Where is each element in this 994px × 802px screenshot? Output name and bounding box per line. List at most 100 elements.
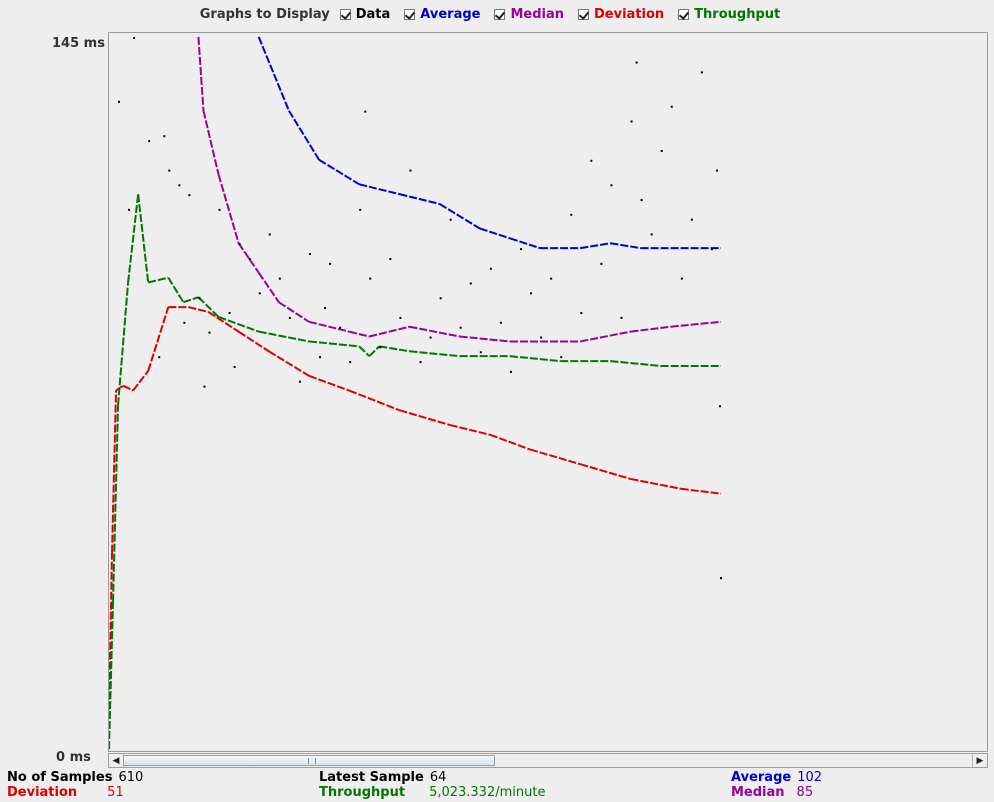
checkbox-data[interactable]: Data [339, 6, 391, 22]
deviation-segment-18 [580, 463, 631, 480]
median-segment-11 [459, 335, 511, 343]
data-point-23 [308, 253, 311, 256]
data-point-9 [188, 194, 191, 197]
stat-throughput: Throughput 5,023.332/minute [319, 785, 545, 800]
stat-samples-value: 610 [118, 770, 144, 785]
data-point-1 [128, 208, 131, 211]
checkbox-throughput[interactable]: Throughput [678, 7, 780, 22]
checkbox-median-box[interactable] [494, 8, 506, 20]
throughput-segment-8 [183, 296, 199, 304]
data-point-60 [650, 233, 653, 236]
stat-median-label: Median [731, 785, 785, 800]
data-point-29 [359, 208, 362, 211]
data-point-28 [349, 361, 352, 364]
checkbox-median[interactable]: Median [494, 7, 564, 22]
deviation-segment-4 [122, 384, 134, 392]
checkbox-throughput-box[interactable] [678, 8, 690, 20]
throughput-segment-3 [117, 282, 130, 406]
data-point-4 [158, 356, 161, 359]
average-segment-5 [399, 193, 440, 205]
data-point-54 [600, 262, 603, 265]
deviation-segment-14 [399, 409, 450, 426]
checkbox-deviation-box[interactable] [578, 8, 590, 20]
data-point-25 [324, 307, 327, 310]
throughput-segment-10 [218, 315, 260, 333]
average-segment-10 [580, 242, 611, 250]
average-segment-1 [257, 36, 290, 112]
stat-median: Median 85 [731, 785, 813, 800]
data-point-39 [449, 218, 452, 221]
data-point-36 [419, 361, 422, 364]
data-point-18 [258, 292, 261, 295]
data-point-3 [148, 140, 151, 143]
throughput-segment-14 [368, 345, 381, 357]
scroll-left-button[interactable]: ◀ [109, 754, 124, 767]
throughput-segment-5 [137, 194, 150, 283]
stat-median-value: 85 [796, 785, 814, 800]
stat-average-label: Average [731, 770, 792, 785]
statistics-panel: No of Samples 610 Deviation 51 Latest Samp… [0, 770, 994, 802]
graphs-to-display-label: Graphs to Display [199, 6, 330, 22]
median-segment-2 [202, 110, 220, 175]
average-segment-7 [479, 227, 511, 240]
throughput-segment-12 [308, 340, 360, 348]
data-point-45 [509, 370, 512, 373]
scroll-right-button[interactable]: ▶ [972, 754, 987, 767]
data-point-12 [208, 331, 211, 334]
data-point-48 [540, 336, 543, 339]
checkbox-average-label: Average [420, 6, 481, 22]
data-point-44 [499, 321, 502, 324]
deviation-segment-11 [268, 350, 310, 377]
median-segment-13 [580, 330, 631, 343]
data-point-40 [459, 326, 462, 329]
deviation-segment-5 [132, 370, 149, 392]
data-point-20 [278, 277, 281, 280]
deviation-segment-17 [529, 448, 581, 466]
checkbox-data-box[interactable] [339, 8, 351, 20]
data-point-68 [718, 405, 721, 408]
data-point-14 [228, 311, 231, 314]
data-point-59 [640, 199, 643, 202]
average-segment-3 [318, 158, 360, 186]
throughput-segment-9 [197, 296, 220, 318]
throughput-segment-16 [409, 350, 460, 358]
y-axis-min-label: 0 ms [56, 750, 91, 765]
checkbox-data-label: Data [355, 6, 391, 22]
checkbox-average-box[interactable] [404, 8, 416, 20]
graph-plot-area [108, 32, 988, 752]
deviation-segment-16 [489, 433, 531, 451]
checkbox-average[interactable]: Average [404, 7, 480, 22]
horizontal-scrollbar[interactable]: ◀ ▶ [108, 753, 988, 768]
data-point-47 [530, 292, 533, 295]
data-point-7 [178, 184, 181, 187]
median-segment-14 [630, 325, 671, 333]
stat-deviation-value: 51 [107, 785, 124, 800]
data-point-43 [489, 267, 492, 270]
average-segment-2 [288, 110, 320, 161]
average-segment-11 [610, 242, 641, 250]
data-point-35 [409, 169, 412, 172]
stat-average: Average 102 [731, 770, 822, 785]
scrollbar-thumb[interactable] [123, 755, 495, 766]
data-point-64 [690, 218, 693, 221]
data-point-30 [364, 110, 367, 113]
stat-latest-value: 64 [429, 770, 447, 785]
deviation-segment-12 [308, 374, 350, 392]
median-segment-15 [670, 320, 722, 328]
deviation-segment-10 [238, 330, 270, 353]
median-segment-5 [257, 272, 280, 303]
data-point-15 [233, 365, 236, 368]
data-point-42 [479, 351, 482, 354]
stat-latest-label: Latest Sample [319, 770, 424, 785]
checkbox-throughput-label: Throughput [694, 6, 781, 22]
throughput-segment-20 [610, 360, 661, 367]
data-point-69 [719, 577, 722, 580]
stat-samples-label: No of Samples [7, 770, 113, 785]
deviation-segment-15 [449, 423, 491, 436]
data-point-8 [183, 321, 186, 324]
deviation-segment-13 [348, 389, 400, 412]
checkbox-deviation[interactable]: Deviation [578, 7, 664, 22]
data-point-52 [580, 311, 583, 314]
data-point-13 [218, 208, 221, 211]
average-segment-6 [439, 203, 481, 230]
